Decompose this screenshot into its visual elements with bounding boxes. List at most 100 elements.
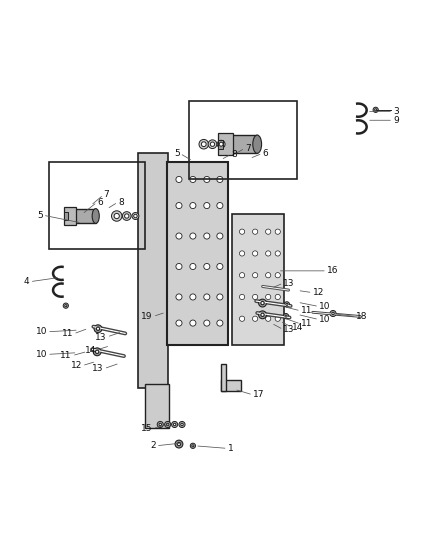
- Circle shape: [134, 214, 137, 218]
- Text: 11: 11: [301, 306, 312, 316]
- Circle shape: [204, 203, 210, 208]
- Text: 10: 10: [319, 302, 331, 311]
- Circle shape: [210, 142, 215, 147]
- Circle shape: [275, 251, 280, 256]
- Circle shape: [217, 233, 223, 239]
- Circle shape: [204, 233, 210, 239]
- Bar: [138, 154, 168, 389]
- Circle shape: [285, 315, 287, 317]
- Circle shape: [332, 312, 334, 314]
- Text: 5: 5: [37, 211, 43, 220]
- Text: 14: 14: [292, 323, 304, 332]
- Circle shape: [204, 176, 210, 182]
- Text: 18: 18: [356, 312, 367, 321]
- Circle shape: [176, 203, 182, 208]
- Circle shape: [132, 213, 139, 220]
- Circle shape: [94, 325, 102, 333]
- Circle shape: [217, 203, 223, 208]
- Circle shape: [201, 142, 206, 147]
- Circle shape: [284, 302, 290, 307]
- Circle shape: [253, 294, 258, 300]
- Circle shape: [275, 316, 280, 321]
- Circle shape: [265, 316, 271, 321]
- Text: 10: 10: [319, 315, 331, 324]
- Circle shape: [95, 350, 99, 353]
- Circle shape: [217, 140, 225, 148]
- Circle shape: [217, 263, 223, 270]
- Circle shape: [265, 272, 271, 278]
- Circle shape: [192, 445, 194, 447]
- Circle shape: [253, 229, 258, 235]
- Text: 13: 13: [95, 333, 107, 342]
- Circle shape: [265, 294, 271, 300]
- Bar: [232, 214, 284, 345]
- Circle shape: [374, 109, 377, 111]
- Text: 7: 7: [245, 143, 251, 152]
- Circle shape: [172, 422, 178, 427]
- Circle shape: [190, 233, 196, 239]
- Text: 14: 14: [85, 345, 96, 354]
- Circle shape: [261, 302, 264, 305]
- Text: 15: 15: [141, 424, 153, 433]
- Circle shape: [175, 440, 183, 448]
- Text: 6: 6: [262, 149, 268, 158]
- Ellipse shape: [253, 135, 261, 154]
- Circle shape: [96, 327, 100, 330]
- Circle shape: [112, 211, 122, 221]
- Text: 12: 12: [313, 288, 324, 297]
- Circle shape: [124, 214, 129, 218]
- Circle shape: [286, 303, 288, 305]
- Circle shape: [330, 310, 336, 317]
- Circle shape: [176, 176, 182, 182]
- Circle shape: [217, 176, 223, 182]
- Bar: [64, 207, 76, 225]
- Circle shape: [190, 320, 196, 326]
- Ellipse shape: [92, 208, 99, 223]
- Circle shape: [173, 423, 176, 426]
- Circle shape: [114, 213, 119, 219]
- Circle shape: [204, 263, 210, 270]
- Text: 10: 10: [35, 350, 47, 359]
- Circle shape: [179, 422, 185, 427]
- Text: 7: 7: [104, 190, 110, 199]
- Circle shape: [240, 316, 245, 321]
- Circle shape: [217, 320, 223, 326]
- Text: 17: 17: [253, 390, 265, 399]
- Circle shape: [283, 313, 289, 319]
- Text: 4: 4: [24, 277, 30, 286]
- Circle shape: [63, 303, 68, 308]
- Text: 1: 1: [228, 444, 233, 453]
- Text: 2: 2: [150, 441, 156, 450]
- Circle shape: [204, 294, 210, 300]
- Circle shape: [275, 229, 280, 235]
- Text: 16: 16: [327, 266, 339, 276]
- Circle shape: [93, 348, 101, 356]
- Text: 8: 8: [118, 198, 124, 207]
- Circle shape: [199, 140, 208, 149]
- Text: 11: 11: [301, 319, 312, 328]
- Bar: [75, 208, 96, 223]
- Circle shape: [177, 442, 180, 446]
- Circle shape: [176, 294, 182, 300]
- Circle shape: [219, 142, 223, 146]
- Bar: [221, 379, 241, 391]
- Circle shape: [275, 294, 280, 300]
- Circle shape: [240, 272, 245, 278]
- Text: 13: 13: [92, 364, 104, 373]
- Circle shape: [240, 229, 245, 235]
- Text: 12: 12: [71, 361, 82, 370]
- Text: 10: 10: [35, 327, 47, 336]
- Text: 13: 13: [283, 325, 295, 334]
- Text: 6: 6: [97, 198, 103, 207]
- Circle shape: [240, 251, 245, 256]
- Text: 9: 9: [393, 116, 399, 125]
- Bar: [145, 384, 169, 427]
- Bar: [167, 162, 228, 345]
- Circle shape: [265, 229, 271, 235]
- Circle shape: [258, 311, 266, 319]
- Bar: [218, 133, 233, 155]
- Circle shape: [176, 233, 182, 239]
- Circle shape: [190, 203, 196, 208]
- Text: 19: 19: [141, 312, 153, 321]
- Circle shape: [204, 320, 210, 326]
